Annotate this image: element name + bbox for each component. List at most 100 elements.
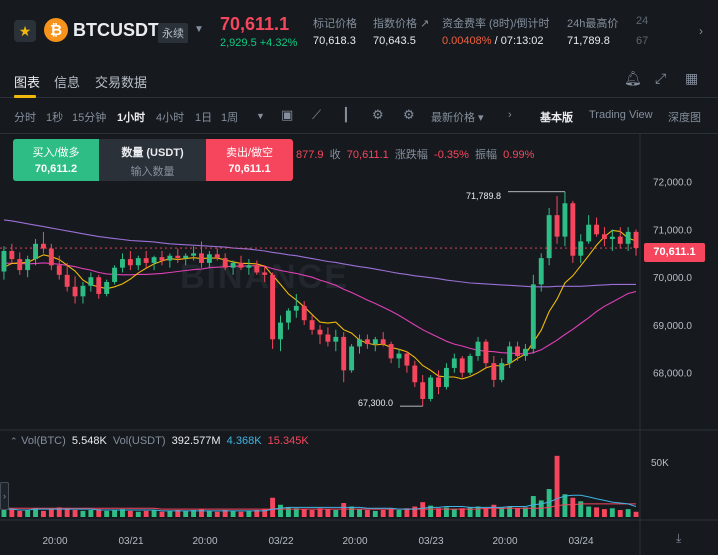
jump-to-latest-icon[interactable]: ⤓	[676, 531, 682, 545]
candle-body	[436, 377, 441, 388]
candle-body	[451, 358, 457, 368]
candle-body	[601, 234, 607, 240]
ma7-line	[3, 229, 637, 380]
sell-short-button[interactable]: 卖出/做空 70,611.1	[206, 139, 293, 181]
candle-body	[1, 250, 7, 272]
volume-bar	[522, 507, 528, 517]
timeframe-line[interactable]: 分时	[14, 112, 36, 124]
volume-bar	[578, 501, 584, 517]
bell-icon[interactable]: 🔔︎	[624, 70, 642, 86]
layout-icon[interactable]: ▦	[685, 70, 699, 86]
volume-bar	[317, 508, 323, 517]
candle-body	[127, 259, 133, 266]
candle-body	[120, 259, 125, 268]
volume-bar	[254, 510, 260, 517]
view-basic[interactable]: 基本版	[540, 112, 573, 124]
last-price: 70,611.1	[220, 14, 290, 34]
timeframe-1h[interactable]: 1小时	[117, 112, 146, 124]
index-price-label[interactable]: 指数价格 ↗	[373, 18, 430, 30]
y-tick-label: 69,000.0	[653, 321, 692, 332]
price-type-select[interactable]: 最新价格 ▾	[431, 112, 484, 124]
view-depth[interactable]: 深度图	[668, 112, 701, 124]
view-tradingview[interactable]: Trading View	[589, 109, 653, 121]
candle-body	[191, 253, 197, 256]
volume-bar	[357, 509, 362, 517]
index-price-value: 70,643.5	[373, 35, 416, 47]
volume-bar	[151, 510, 157, 517]
volume-bar	[48, 509, 54, 517]
volume-bar	[262, 509, 268, 517]
candle-body	[570, 203, 576, 256]
volume-bar	[396, 510, 402, 517]
tab-trading-data[interactable]: 交易数据	[95, 75, 148, 90]
chevron-down-icon[interactable]: ▼	[194, 24, 204, 35]
candle-body	[499, 363, 505, 380]
collapse-icon[interactable]: ⌃	[10, 436, 18, 446]
candlestick-chart[interactable]: 72,000.0 71,000.0 70,000.0 69,000.0 68,000.0…	[0, 134, 718, 555]
x-tick-label: 20:00	[342, 536, 367, 547]
timeframe-1d[interactable]: 1日	[195, 112, 213, 124]
candle-body	[388, 344, 394, 359]
tab-chart[interactable]: 图表	[14, 75, 41, 90]
gear-icon[interactable]: ⚙	[403, 107, 415, 122]
current-price-tag: 70,611.1	[644, 243, 705, 262]
high-marker-label: 71,789.8	[466, 191, 502, 201]
volume-bar	[112, 510, 118, 517]
low-marker-label: 67,300.0	[358, 398, 394, 408]
timeframe-15m[interactable]: 15分钟	[72, 112, 107, 124]
calendar-icon[interactable]: ▣	[281, 107, 294, 122]
expand-icon[interactable]: ⤢	[655, 70, 667, 86]
candle-body	[96, 277, 102, 294]
symbol-name[interactable]: BTCUSDT	[73, 20, 159, 40]
volume-bar	[25, 510, 31, 517]
volume-bar	[64, 508, 70, 517]
funding-rate-label: 资金费率 (8时)/倒计时	[442, 18, 550, 30]
timeframe-1w[interactable]: 1周	[221, 112, 239, 124]
caret-down-icon[interactable]: ▼	[256, 111, 265, 121]
candle-type-icon[interactable]: ┃	[342, 107, 350, 122]
volume-bar	[183, 510, 189, 517]
candle-body	[167, 255, 173, 261]
volume-bar	[483, 508, 489, 517]
indicator-icon[interactable]: ⟋	[312, 107, 322, 122]
mark-price-label: 标记价格	[313, 18, 357, 30]
candle-body	[25, 259, 31, 271]
candle-body	[625, 231, 631, 244]
chevron-right-icon[interactable]: ›	[699, 24, 703, 38]
candle-body	[317, 329, 323, 335]
quantity-input[interactable]: 数量 (USDT) 输入数量	[99, 139, 206, 181]
funding-rate-value: 0.00408% / 07:13:02	[442, 35, 544, 47]
x-tick-label: 03/24	[568, 536, 593, 547]
buy-long-button[interactable]: 买入/做多 70,611.2	[13, 139, 99, 181]
candle-body	[364, 339, 370, 345]
scroll-handle[interactable]: ›	[0, 482, 9, 510]
chevron-right-icon[interactable]: ›	[508, 109, 512, 121]
candle-body	[459, 358, 465, 373]
timeframe-1s[interactable]: 1秒	[46, 112, 64, 124]
candle-body	[594, 224, 599, 235]
settings-icon[interactable]: ⚙	[372, 107, 384, 122]
candle-body	[341, 336, 347, 371]
volume-ma1-line	[4, 494, 637, 512]
volume-bar	[515, 508, 520, 517]
x-tick-label: 03/22	[268, 536, 293, 547]
candle-body	[467, 356, 473, 373]
contract-type-badge: 永续	[158, 23, 188, 43]
volume-bar	[341, 503, 347, 517]
volume-bar	[625, 509, 631, 517]
y-tick-label: 71,000.0	[653, 225, 692, 236]
timeframe-4h[interactable]: 4小时	[156, 112, 185, 124]
volume-bar	[72, 510, 78, 517]
star-icon[interactable]: ★	[14, 20, 36, 42]
candle-body	[428, 377, 434, 399]
tab-info[interactable]: 信息	[54, 75, 81, 90]
candle-body	[443, 367, 449, 388]
candle-body	[33, 243, 39, 260]
volume-bar	[428, 505, 434, 517]
volume-bar	[372, 510, 378, 517]
y-tick-label: 72,000.0	[653, 178, 692, 189]
candle-body	[238, 262, 244, 268]
candle-body	[159, 257, 165, 261]
volume-bar	[443, 507, 449, 517]
candle-body	[507, 346, 513, 364]
